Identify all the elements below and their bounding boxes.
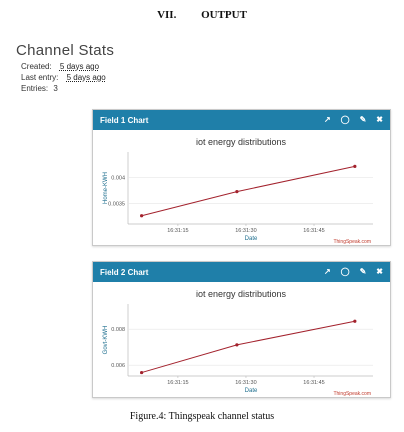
data-point[interactable] — [235, 190, 239, 194]
field-1-card-header: Field 1 Chart ↗ ◯ ✎ ✖ — [93, 110, 390, 130]
close-icon[interactable]: ✖ — [376, 115, 383, 124]
section-title: OUTPUT — [201, 9, 247, 21]
created-row: Created: 5 days ago — [21, 61, 106, 72]
chart-title: iot energy distributions — [196, 289, 287, 299]
x-tick-label: 16:31:30 — [235, 228, 256, 234]
x-tick-label: 16:31:45 — [303, 380, 324, 386]
x-tick-label: 16:31:15 — [167, 228, 188, 234]
section-heading: VII. OUTPUT — [0, 9, 404, 21]
channel-stats-title: Channel Stats — [16, 42, 115, 59]
thingspeak-credit[interactable]: ThingSpeak.com — [333, 391, 371, 397]
y-tick-label: 0.008 — [111, 327, 125, 333]
chart-title: iot energy distributions — [196, 137, 287, 147]
field-2-chart-card: Field 2 Chart ↗ ◯ ✎ ✖ iot energy distrib… — [92, 261, 391, 398]
field-1-chart: iot energy distributions 0.0035 0.004 16:… — [103, 137, 373, 245]
field-2-card-header: Field 2 Chart ↗ ◯ ✎ ✖ — [93, 262, 390, 282]
data-point[interactable] — [353, 319, 357, 323]
data-point[interactable] — [140, 214, 144, 218]
y-tick-label: 0.006 — [111, 363, 125, 369]
data-point[interactable] — [353, 164, 357, 168]
created-label: Created: — [21, 62, 52, 71]
entries-value: 3 — [53, 84, 58, 93]
x-tick-label: 16:31:45 — [303, 228, 324, 234]
comment-icon[interactable]: ◯ — [340, 267, 350, 276]
data-point[interactable] — [235, 343, 239, 347]
thingspeak-credit[interactable]: ThingSpeak.com — [333, 239, 371, 245]
section-number: VII. — [157, 9, 177, 21]
last-entry-label: Last entry: — [21, 73, 59, 82]
last-entry-value: 5 days ago — [66, 73, 106, 82]
channel-stats: Created: 5 days ago Last entry: 5 days a… — [21, 61, 106, 94]
pencil-icon[interactable]: ✎ — [359, 267, 367, 276]
close-icon[interactable]: ✖ — [376, 267, 383, 276]
external-link-icon[interactable]: ↗ — [323, 115, 331, 124]
y-axis-label: Home-KWH — [103, 172, 109, 204]
y-tick-label: 0.0035 — [108, 201, 125, 207]
field-1-chart-card: Field 1 Chart ↗ ◯ ✎ ✖ iot energy distrib… — [92, 109, 391, 246]
entries-row: Entries: 3 — [21, 83, 106, 94]
x-axis-label: Date — [245, 236, 258, 242]
y-tick-label: 0.004 — [111, 176, 125, 182]
series-line — [141, 165, 355, 217]
x-tick-label: 16:31:15 — [167, 380, 188, 386]
external-link-icon[interactable]: ↗ — [323, 267, 331, 276]
pencil-icon[interactable]: ✎ — [359, 115, 367, 124]
x-axis-label: Date — [245, 388, 258, 394]
x-tick-label: 16:31:30 — [235, 380, 256, 386]
y-axis-label: Govt-KWH — [103, 326, 109, 355]
data-point[interactable] — [140, 370, 144, 375]
figure-caption: Figure.4: Thingspeak channel status — [129, 411, 275, 422]
comment-icon[interactable]: ◯ — [340, 115, 350, 124]
field-2-panel-title: Field 2 Chart — [100, 267, 149, 277]
last-entry-row: Last entry: 5 days ago — [21, 72, 106, 83]
field-2-chart: iot energy distributions 0.006 0.008 16:3… — [103, 289, 373, 397]
created-value: 5 days ago — [59, 62, 100, 71]
field-1-panel-title: Field 1 Chart — [100, 115, 149, 125]
entries-label: Entries: — [21, 84, 49, 93]
